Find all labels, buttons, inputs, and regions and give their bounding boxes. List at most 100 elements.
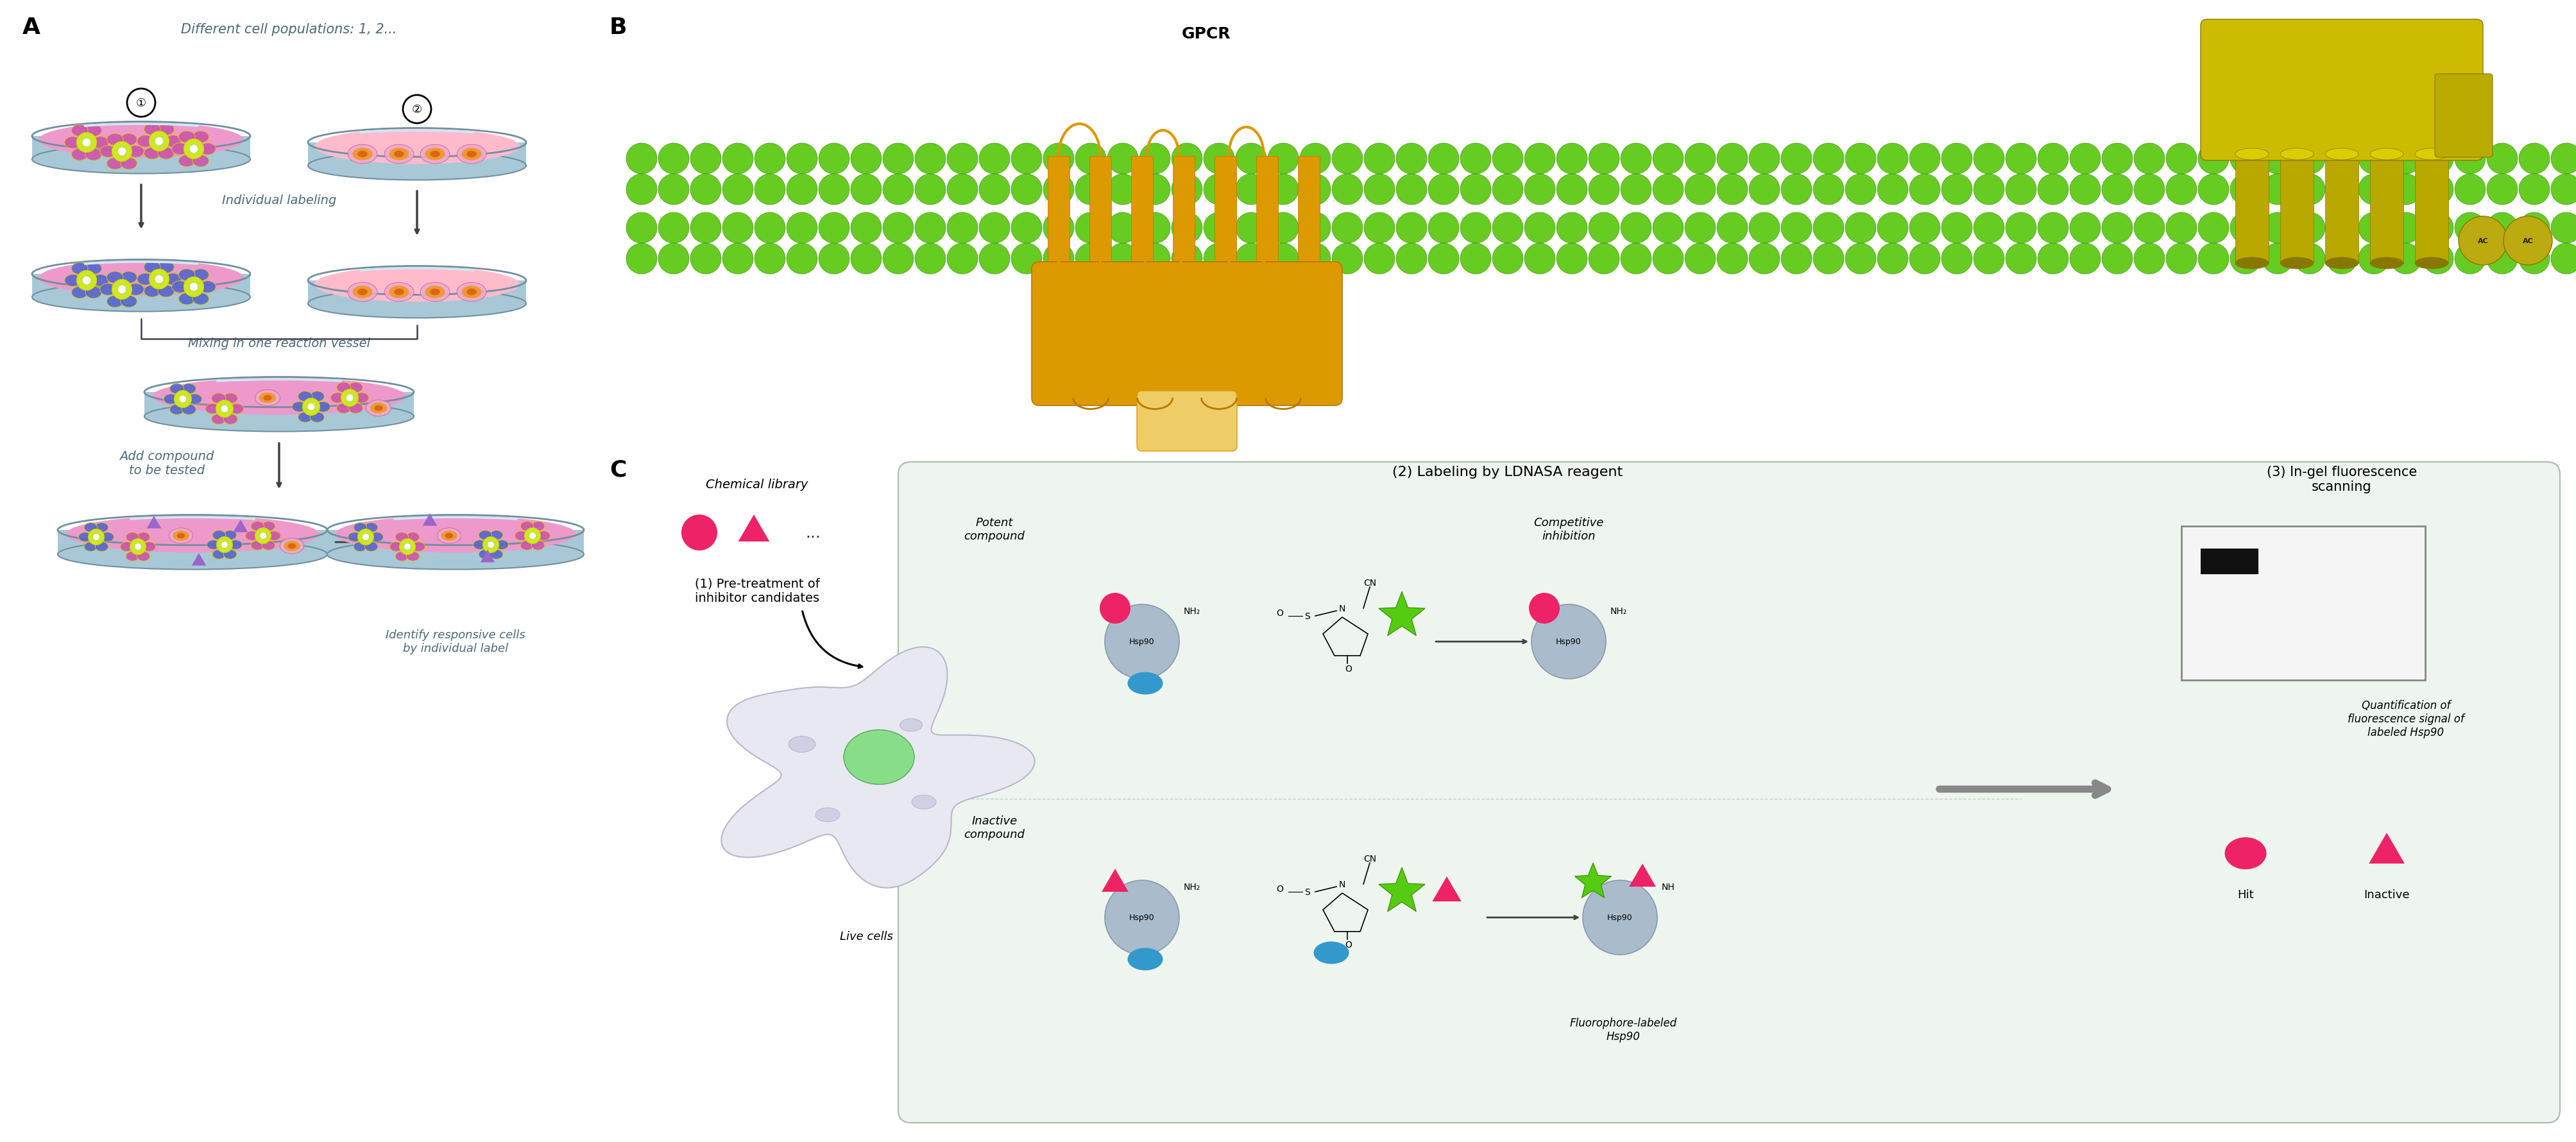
Ellipse shape xyxy=(2324,148,2357,160)
Ellipse shape xyxy=(144,286,160,298)
Ellipse shape xyxy=(1314,942,1350,964)
Circle shape xyxy=(2326,212,2357,243)
Circle shape xyxy=(1651,212,1682,243)
FancyBboxPatch shape xyxy=(2200,19,2483,161)
Ellipse shape xyxy=(211,549,227,560)
Circle shape xyxy=(1685,243,1716,274)
Ellipse shape xyxy=(224,415,237,425)
Polygon shape xyxy=(1378,592,1425,636)
Text: Competitive
inhibition: Competitive inhibition xyxy=(1533,517,1602,541)
Bar xyxy=(1257,156,1278,262)
Ellipse shape xyxy=(2280,148,2313,160)
Ellipse shape xyxy=(348,383,363,393)
Ellipse shape xyxy=(353,542,366,552)
Ellipse shape xyxy=(420,283,451,301)
Circle shape xyxy=(216,401,234,418)
Ellipse shape xyxy=(173,281,188,293)
Text: Hsp90: Hsp90 xyxy=(1556,637,1582,646)
Ellipse shape xyxy=(348,532,361,542)
Circle shape xyxy=(1973,212,2004,243)
Circle shape xyxy=(2004,243,2035,274)
Circle shape xyxy=(2550,243,2576,274)
Circle shape xyxy=(301,399,319,416)
Text: (2) Labeling by LDNASA reagent: (2) Labeling by LDNASA reagent xyxy=(1391,466,1623,478)
Ellipse shape xyxy=(144,262,160,274)
Circle shape xyxy=(979,175,1010,206)
Circle shape xyxy=(1716,175,1747,206)
Ellipse shape xyxy=(260,393,276,403)
Ellipse shape xyxy=(137,136,155,147)
Circle shape xyxy=(1172,144,1203,175)
Ellipse shape xyxy=(31,283,250,312)
Circle shape xyxy=(2519,243,2550,274)
Circle shape xyxy=(2102,212,2133,243)
Circle shape xyxy=(399,539,415,555)
Ellipse shape xyxy=(440,531,456,541)
Ellipse shape xyxy=(520,522,533,531)
Circle shape xyxy=(1396,212,1427,243)
FancyBboxPatch shape xyxy=(1136,392,1236,451)
Circle shape xyxy=(1492,144,1522,175)
Bar xyxy=(327,530,585,555)
Ellipse shape xyxy=(317,402,330,412)
Ellipse shape xyxy=(358,151,368,158)
Circle shape xyxy=(1427,212,1458,243)
Circle shape xyxy=(2293,144,2324,175)
Bar xyxy=(31,274,250,298)
Circle shape xyxy=(1716,144,1747,175)
Text: (1) Pre-treatment of
inhibitor candidates: (1) Pre-treatment of inhibitor candidate… xyxy=(696,578,819,604)
Ellipse shape xyxy=(173,144,188,155)
Circle shape xyxy=(82,138,90,147)
Circle shape xyxy=(948,144,976,175)
Circle shape xyxy=(948,243,976,274)
Circle shape xyxy=(1139,175,1170,206)
Circle shape xyxy=(2326,144,2357,175)
Circle shape xyxy=(1010,144,1041,175)
Circle shape xyxy=(1685,175,1716,206)
Ellipse shape xyxy=(165,394,178,404)
Text: ...: ... xyxy=(806,525,819,540)
Ellipse shape xyxy=(515,531,528,541)
Ellipse shape xyxy=(157,147,175,160)
Circle shape xyxy=(1363,243,1394,274)
Ellipse shape xyxy=(814,807,840,822)
Circle shape xyxy=(2326,175,2357,206)
Circle shape xyxy=(884,144,914,175)
Ellipse shape xyxy=(263,522,276,531)
Circle shape xyxy=(88,530,103,546)
Circle shape xyxy=(216,537,232,553)
Ellipse shape xyxy=(85,542,98,552)
Text: O: O xyxy=(1345,940,1352,949)
Circle shape xyxy=(1685,144,1716,175)
Circle shape xyxy=(183,139,204,160)
Ellipse shape xyxy=(93,275,108,287)
Ellipse shape xyxy=(371,532,384,542)
Ellipse shape xyxy=(283,541,299,552)
Circle shape xyxy=(786,144,817,175)
Circle shape xyxy=(1492,212,1522,243)
Text: NH₂: NH₂ xyxy=(1182,606,1200,616)
Circle shape xyxy=(1363,175,1394,206)
Circle shape xyxy=(1139,243,1170,274)
Circle shape xyxy=(2421,175,2452,206)
Ellipse shape xyxy=(2223,837,2267,869)
Text: B: B xyxy=(611,17,626,39)
Circle shape xyxy=(129,539,147,555)
Ellipse shape xyxy=(371,403,386,413)
Circle shape xyxy=(188,283,198,291)
Ellipse shape xyxy=(412,542,425,552)
Ellipse shape xyxy=(64,275,80,287)
Circle shape xyxy=(690,212,721,243)
Bar xyxy=(144,393,415,417)
Circle shape xyxy=(1940,243,1971,274)
Circle shape xyxy=(2455,144,2486,175)
Ellipse shape xyxy=(425,148,446,161)
Circle shape xyxy=(2293,212,2324,243)
FancyBboxPatch shape xyxy=(899,463,2561,1123)
Circle shape xyxy=(1620,144,1651,175)
Ellipse shape xyxy=(188,394,201,404)
Ellipse shape xyxy=(389,287,410,298)
Ellipse shape xyxy=(121,134,137,146)
Text: ①: ① xyxy=(137,97,147,108)
Ellipse shape xyxy=(100,146,116,158)
